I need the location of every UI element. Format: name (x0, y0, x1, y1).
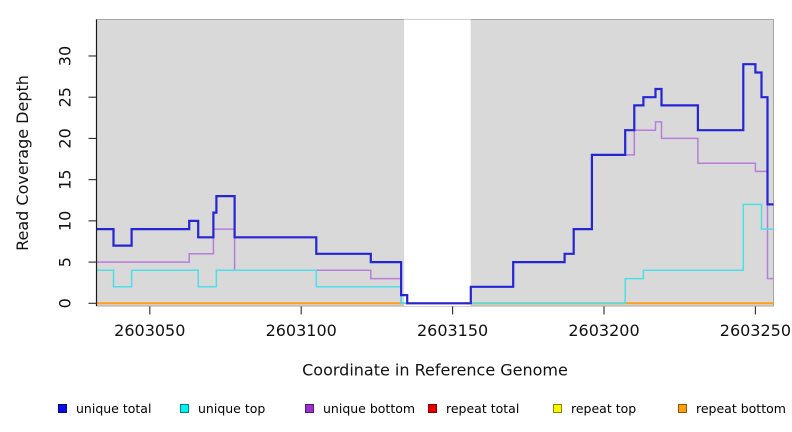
legend-label-unique-top: unique top (198, 400, 266, 416)
x-tick-label: 2603250 (720, 321, 791, 340)
x-tick-label: 2603150 (417, 321, 488, 340)
y-tick-label: 0 (56, 298, 75, 308)
legend-marker-repeat-total (428, 403, 437, 413)
series-line-unique-total (96, 63, 774, 305)
y-tick-label: 5 (56, 257, 75, 267)
legend-item-repeat-total: repeat total (428, 400, 520, 416)
legend-label-repeat-total: repeat total (446, 400, 520, 416)
legend-label-unique-total: unique total (76, 400, 152, 416)
x-axis-title: Coordinate in Reference Genome (302, 361, 568, 380)
legend-label-repeat-top: repeat top (571, 400, 637, 416)
legend-marker-repeat-top (553, 403, 562, 413)
legend-item-unique-bottom: unique bottom (305, 400, 416, 416)
coverage-gap-region (404, 19, 471, 306)
legend-marker-unique-top (180, 403, 189, 413)
legend-marker-repeat-bottom (678, 403, 687, 413)
chart-legend: unique total unique top unique bottom repea… (0, 399, 792, 423)
legend-item-repeat-top: repeat top (553, 400, 637, 416)
x-tick-label: 2603100 (266, 321, 337, 340)
legend-item-unique-total: unique total (58, 400, 152, 416)
y-tick-label: 10 (56, 211, 75, 231)
legend-marker-unique-total (58, 403, 67, 413)
y-tick-label: 15 (56, 169, 75, 189)
legend-label-unique-bottom: unique bottom (323, 400, 416, 416)
legend-item-repeat-bottom: repeat bottom (678, 400, 786, 416)
x-tick-label: 2603200 (568, 321, 639, 340)
legend-item-unique-top: unique top (180, 400, 266, 416)
x-tick-label: 2603050 (114, 321, 185, 340)
legend-marker-unique-bottom (305, 403, 314, 413)
y-tick-label: 30 (56, 46, 75, 66)
y-axis-title: Read Coverage Depth (13, 75, 32, 251)
series-line-unique-top (96, 203, 774, 305)
y-tick-label: 20 (56, 128, 75, 148)
y-tick-label: 25 (56, 87, 75, 107)
legend-label-repeat-bottom: repeat bottom (696, 400, 786, 416)
chart-root: 2603050 2603100 2603150 2603200 2603250 0 5 10 1… (56, 19, 791, 340)
